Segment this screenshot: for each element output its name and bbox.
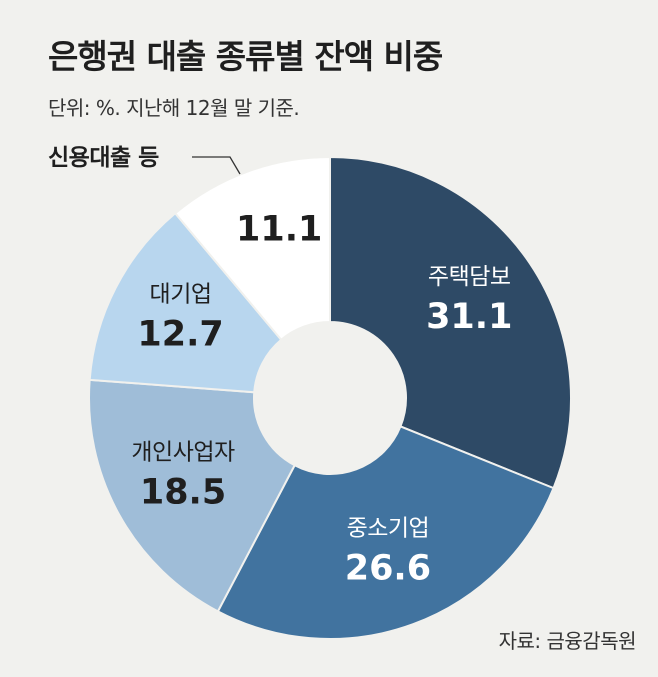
slice-신용대출-등 — [173, 155, 331, 342]
slice-label-신용대출-등: 신용대출 등 — [48, 145, 159, 171]
slice-value-대기업: 12.7 — [137, 314, 223, 354]
slice-label-중소기업: 중소기업 — [347, 516, 430, 542]
slice-label-주택담보: 주택담보 — [428, 264, 511, 290]
slice-label-대기업: 대기업 — [150, 281, 212, 307]
slice-개인사업자 — [88, 378, 296, 613]
slice-value-개인사업자: 18.5 — [140, 472, 226, 512]
chart-title: 은행권 대출 종류별 잔액 비중 — [48, 37, 443, 76]
slice-대기업 — [88, 211, 283, 394]
slice-주택담보 — [329, 155, 572, 490]
slice-value-주택담보: 31.1 — [426, 297, 512, 337]
slice-중소기업 — [216, 425, 555, 640]
chart-subtitle: 단위: %. 지난해 12월 말 기준. — [48, 96, 300, 120]
slice-label-개인사업자: 개인사업자 — [131, 439, 235, 465]
slice-value-신용대출-등: 11.1 — [236, 209, 322, 249]
source-note: 자료: 금융감독원 — [498, 629, 637, 653]
callout-leader-line — [192, 156, 241, 175]
slice-value-중소기업: 26.6 — [345, 549, 431, 589]
